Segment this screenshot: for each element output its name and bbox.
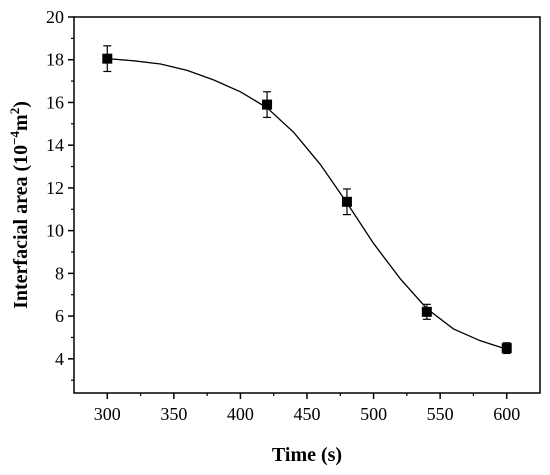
x-tick-label: 600 — [493, 404, 520, 424]
y-tick-label: 14 — [46, 135, 64, 155]
fit-curve — [107, 58, 507, 350]
data-point — [262, 99, 273, 110]
y-axis-title-unit: m — [10, 114, 32, 131]
y-tick-label: 8 — [55, 263, 64, 283]
y-tick-label: 18 — [46, 50, 64, 70]
data-point — [421, 306, 432, 317]
x-axis-title: Time (s) — [272, 444, 342, 466]
y-axis-title: Interfacial area (10−4m2) — [7, 101, 32, 309]
y-tick-label: 20 — [46, 7, 64, 27]
y-axis-title-prefix: Interfacial area (10 — [10, 145, 32, 309]
y-tick-label: 12 — [46, 178, 64, 198]
x-tick-label: 400 — [227, 404, 254, 424]
x-tick-label: 550 — [427, 404, 454, 424]
data-point — [341, 196, 352, 207]
fit-curve-layer — [107, 58, 507, 350]
y-tick-label: 10 — [46, 221, 64, 241]
y-tick-label: 4 — [55, 349, 64, 369]
y-axis-ticks: 4 6 8 10 12 14 16 18 20 — [46, 7, 74, 381]
data-points-layer — [102, 45, 512, 355]
data-point — [102, 53, 113, 64]
y-tick-label: 6 — [55, 306, 64, 326]
x-tick-label: 450 — [294, 404, 321, 424]
y-axis-title-suffix: ) — [10, 101, 32, 108]
y-tick-label: 16 — [46, 92, 64, 112]
x-axis-ticks: 300 350 400 450 500 550 600 — [94, 393, 520, 424]
data-point — [501, 343, 512, 354]
x-tick-label: 500 — [360, 404, 387, 424]
y-axis-title-exponent-1: −4 — [7, 130, 22, 144]
y-axis-title-exponent-2: 2 — [7, 108, 22, 115]
x-tick-label: 350 — [160, 404, 187, 424]
x-tick-label: 300 — [94, 404, 121, 424]
